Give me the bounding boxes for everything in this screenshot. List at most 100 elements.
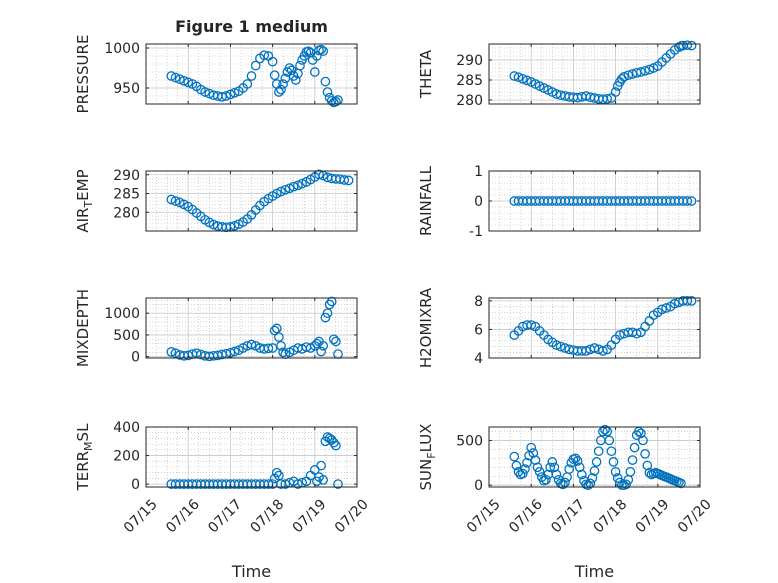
data-point (638, 435, 648, 446)
data-point (320, 312, 331, 323)
data-point (589, 466, 600, 476)
subplot-h2omixra: 4 6 8 H2OMIXRA (417, 287, 701, 368)
x-tick-label: 07/17 (205, 496, 245, 536)
data-point (534, 466, 545, 477)
series-markers (166, 296, 343, 362)
data-point (166, 71, 177, 81)
data-point (587, 473, 598, 483)
data-point (541, 474, 551, 485)
data-point (686, 40, 697, 51)
y-axis-label: TERRMSL (74, 423, 95, 492)
x-axis-label: Time (231, 562, 271, 581)
subplot-rainfall: -1 0 1 RAINFALL (417, 164, 701, 240)
data-point (636, 67, 646, 77)
y-tick-label: 500 (456, 433, 483, 449)
data-point (284, 63, 295, 73)
data-point (263, 343, 274, 354)
y-tick-label: 1000 (104, 41, 140, 57)
chart-title: Figure 1 medium (175, 17, 328, 36)
data-point (555, 341, 566, 352)
x-tick-label: 07/18 (247, 496, 287, 536)
data-point (331, 440, 341, 451)
subplot-air-temp: 280 285 290 AIRTEMP (74, 168, 358, 233)
y-tick-label: 8 (474, 294, 483, 310)
data-point (297, 178, 307, 189)
data-point (522, 75, 532, 86)
data-point (682, 196, 693, 206)
data-point (166, 194, 177, 205)
data-point (274, 332, 284, 342)
series-markers (509, 196, 697, 206)
x-axis-label: Time (574, 562, 614, 581)
data-point (526, 320, 537, 330)
data-point (640, 449, 650, 459)
data-point (644, 64, 655, 75)
data-point (606, 446, 617, 457)
data-point (246, 339, 257, 350)
y-tick-label: 500 (113, 328, 140, 344)
x-tick-label: 07/15 (121, 496, 161, 536)
data-point (320, 76, 331, 87)
data-point (229, 220, 240, 231)
data-point (183, 77, 194, 88)
data-point (598, 346, 608, 356)
y-tick-label: 200 (113, 449, 140, 465)
data-point (166, 347, 177, 357)
data-point (326, 296, 337, 307)
data-point (276, 84, 286, 95)
data-point (564, 464, 575, 474)
data-point (200, 87, 210, 97)
data-point (585, 478, 596, 489)
data-point (593, 446, 604, 457)
data-point (318, 340, 329, 351)
axes-box (488, 43, 701, 105)
y-tick-label: 290 (456, 53, 483, 69)
series-markers (166, 432, 343, 489)
data-point (686, 296, 697, 306)
data-point (600, 424, 610, 435)
y-axis-label: AIRTEMP (74, 169, 95, 232)
data-point (170, 196, 181, 206)
y-axis-label: SUNFLUX (417, 424, 438, 491)
data-point (318, 475, 329, 485)
data-point (326, 95, 337, 106)
data-point (627, 455, 638, 465)
data-point (328, 334, 339, 345)
data-point (174, 74, 185, 85)
data-point (570, 453, 581, 464)
data-point (278, 347, 288, 358)
data-point (608, 457, 619, 467)
data-point (271, 467, 282, 478)
y-tick-label: 0 (474, 478, 483, 494)
y-tick-label: 285 (456, 73, 483, 89)
data-point (290, 75, 301, 85)
y-tick-label: 0 (474, 194, 483, 210)
data-point (532, 462, 543, 473)
data-point (551, 469, 562, 480)
data-point (309, 67, 320, 77)
data-point (612, 473, 623, 483)
y-tick-label: 1000 (104, 306, 140, 322)
data-point (528, 448, 539, 458)
data-point (267, 56, 278, 67)
data-point (303, 46, 314, 57)
data-point (316, 346, 326, 357)
data-point (276, 340, 286, 351)
y-axis-label: MIXDEPTH (74, 289, 92, 367)
y-tick-label: 290 (113, 168, 140, 184)
axes-box (145, 426, 358, 488)
data-point (221, 91, 232, 101)
data-point (661, 303, 672, 313)
data-point (316, 44, 326, 55)
series-markers (509, 424, 686, 491)
data-point (558, 479, 568, 490)
data-point (250, 60, 261, 71)
data-point (576, 469, 587, 480)
data-point (517, 468, 528, 479)
x-tick-label: 07/20 (675, 496, 715, 536)
data-point (530, 455, 541, 465)
y-tick-label: 285 (113, 187, 140, 203)
data-point (324, 299, 335, 310)
data-point (229, 346, 240, 357)
